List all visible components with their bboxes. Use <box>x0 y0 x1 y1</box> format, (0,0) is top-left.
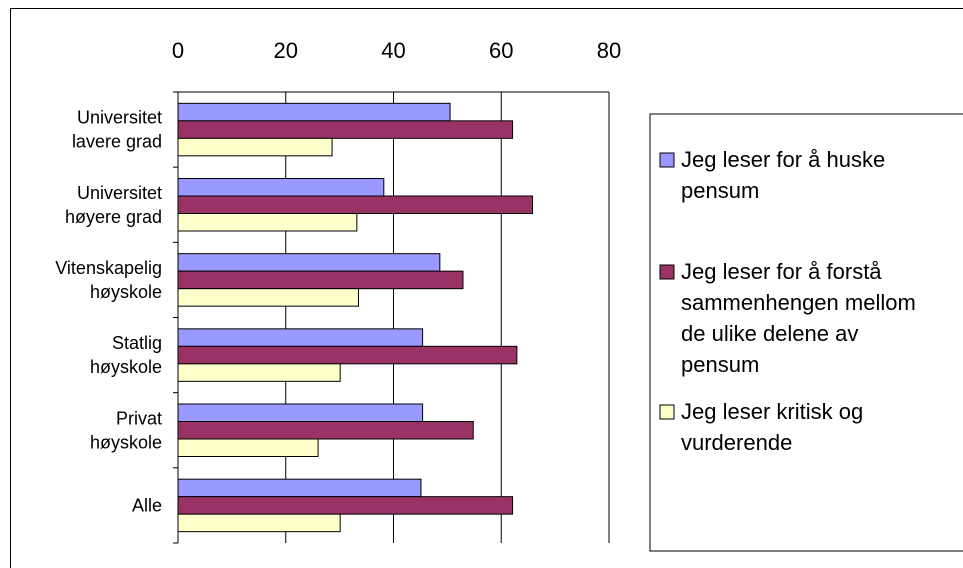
x-tick-label: 40 <box>381 38 405 63</box>
category-label: Universitet <box>77 183 162 203</box>
bar <box>177 345 518 365</box>
category-label: lavere grad <box>72 132 162 152</box>
bar <box>177 137 333 157</box>
bar <box>177 120 514 139</box>
bar <box>177 213 358 232</box>
bar <box>177 513 341 533</box>
category-label: Privat <box>116 408 162 428</box>
bar <box>177 438 319 457</box>
category-label: Vitenskapelig <box>55 258 162 278</box>
legend-entry-text: Jeg leser kritisk og <box>681 399 863 424</box>
category-label: høyskole <box>90 432 162 452</box>
legend-entry-text: pensum <box>681 178 759 203</box>
category-label: Alle <box>132 495 162 515</box>
x-tick-label: 60 <box>489 38 513 63</box>
chart-frame <box>10 8 963 568</box>
category-label: Universitet <box>77 108 162 128</box>
bar <box>177 421 474 440</box>
bar <box>177 403 424 422</box>
legend-entry-text: de ulike delene av <box>681 321 858 346</box>
x-tick-label: 80 <box>597 38 621 63</box>
bar <box>177 178 385 197</box>
bar <box>177 478 422 498</box>
bar <box>177 496 514 515</box>
bar <box>177 363 341 382</box>
legend-entry-text: Jeg leser for å huske <box>681 147 885 172</box>
bar <box>177 195 533 214</box>
legend-box <box>649 113 963 552</box>
legend-swatch <box>659 404 675 420</box>
legend-swatch <box>659 152 675 168</box>
x-tick-label: 20 <box>274 38 298 63</box>
bar <box>177 102 451 122</box>
bar <box>177 253 441 272</box>
legend-entry-text: pensum <box>681 352 759 377</box>
legend-entry-text: sammenhengen mellom <box>681 290 916 315</box>
x-tick-label: 0 <box>172 38 184 63</box>
legend-entry-text: vurderende <box>681 430 792 455</box>
category-label: høyskole <box>90 357 162 377</box>
bar <box>177 270 464 290</box>
legend-entry-text: Jeg leser for å forstå <box>681 259 882 284</box>
category-label: Statlig <box>112 333 162 353</box>
category-label: høyere grad <box>65 207 162 227</box>
legend-swatch <box>659 264 675 280</box>
bar <box>177 328 424 347</box>
bar <box>177 288 359 307</box>
category-label: høyskole <box>90 282 162 302</box>
